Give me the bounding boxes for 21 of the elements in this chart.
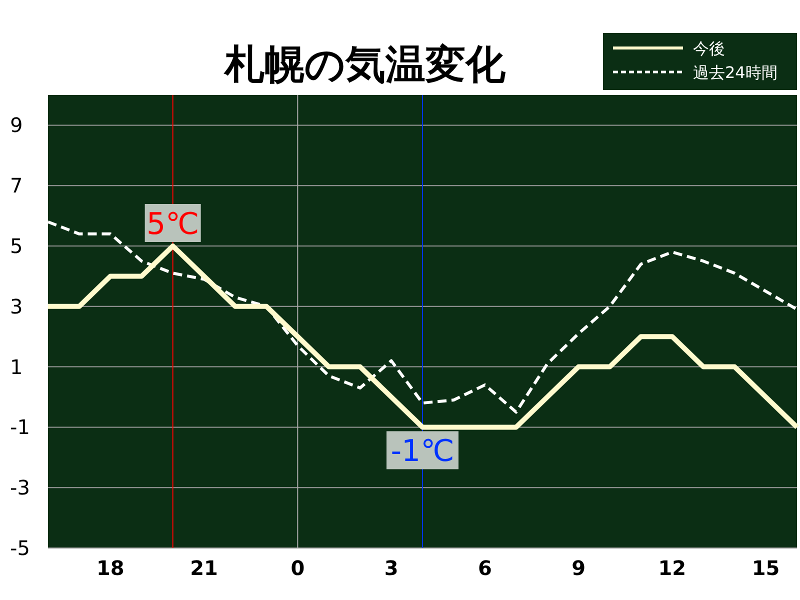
x-tick-label: 18 bbox=[96, 556, 124, 580]
x-tick-label: 12 bbox=[658, 556, 686, 580]
annotation: 5℃ bbox=[146, 207, 200, 242]
y-tick-label: 1 bbox=[10, 354, 23, 379]
y-tick-label: -3 bbox=[10, 476, 30, 500]
y-tick-label: 5 bbox=[10, 234, 23, 258]
x-tick-label: 6 bbox=[478, 556, 492, 580]
x-tick-label: 9 bbox=[572, 556, 586, 580]
legend-label: 過去24時間 bbox=[693, 63, 778, 82]
y-tick-label: 9 bbox=[10, 113, 23, 138]
x-tick-label: 3 bbox=[384, 556, 398, 580]
x-tick-label: 21 bbox=[190, 556, 218, 580]
y-tick-label: 3 bbox=[10, 294, 23, 318]
chart-title: 札幌の気温変化 bbox=[224, 42, 506, 88]
y-tick-label: -1 bbox=[10, 415, 30, 440]
y-tick-label: 7 bbox=[10, 174, 23, 198]
annotation: -1℃ bbox=[390, 434, 454, 470]
x-tick-label: 0 bbox=[290, 556, 305, 580]
y-tick-label: -5 bbox=[10, 536, 30, 560]
x-tick-label: 15 bbox=[752, 556, 780, 580]
legend-label: 今後 bbox=[693, 39, 725, 58]
